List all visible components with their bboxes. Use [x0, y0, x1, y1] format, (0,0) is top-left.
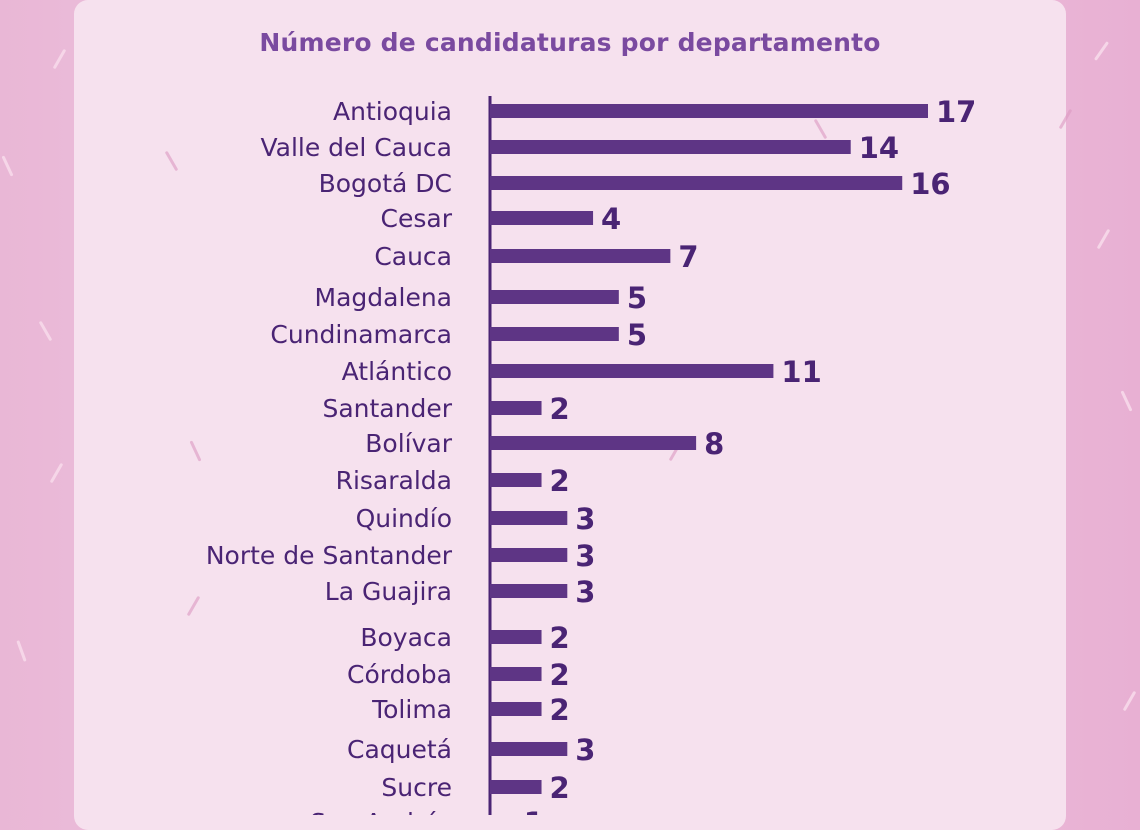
- category-label: Boyaca: [360, 623, 452, 652]
- category-label: Valle del Cauca: [260, 133, 452, 162]
- value-label: 1: [524, 806, 544, 815]
- category-label: Bogotá DC: [319, 169, 452, 198]
- bar: [490, 364, 774, 378]
- value-label: 4: [601, 202, 621, 236]
- bar: [490, 249, 671, 263]
- value-label: 11: [781, 355, 821, 389]
- category-label: Cundinamarca: [270, 320, 452, 349]
- bar: [490, 140, 851, 154]
- bar: [490, 104, 928, 118]
- value-label: 2: [550, 693, 570, 727]
- chart-card: Número de candidaturas por departamento: [74, 0, 1073, 830]
- value-label: 2: [550, 658, 570, 692]
- bar: [490, 630, 542, 644]
- category-label: Bolívar: [365, 429, 452, 458]
- category-label: Córdoba: [347, 660, 452, 689]
- chart-title: Número de candidaturas por departamento: [259, 28, 881, 57]
- value-label: 2: [550, 771, 570, 805]
- bar: [490, 473, 542, 487]
- category-label: Cauca: [374, 242, 452, 271]
- bar: [490, 584, 568, 598]
- bar: [490, 327, 619, 341]
- value-label: 17: [936, 95, 976, 129]
- category-label: San Andrés: [310, 808, 452, 815]
- value-label: 8: [704, 427, 724, 461]
- bar: [490, 780, 542, 794]
- bar: [490, 511, 568, 525]
- category-label: Antioquia: [333, 97, 452, 126]
- bar: [490, 290, 619, 304]
- category-label: Risaralda: [336, 466, 452, 495]
- bar: [490, 667, 542, 681]
- category-label: Magdalena: [315, 283, 452, 312]
- bar: [490, 436, 697, 450]
- category-label: Cesar: [381, 204, 453, 233]
- bar: [490, 176, 903, 190]
- value-label: 2: [550, 621, 570, 655]
- bar: [490, 401, 542, 415]
- bar: [490, 211, 594, 225]
- category-label: Caquetá: [347, 735, 452, 764]
- bar: [490, 548, 568, 562]
- category-label: Santander: [322, 394, 452, 423]
- category-label: Quindío: [356, 504, 452, 533]
- category-label: Norte de Santander: [206, 541, 453, 570]
- value-label: 3: [575, 539, 595, 573]
- category-label: Atlántico: [342, 357, 452, 386]
- category-label: Tolima: [371, 695, 452, 724]
- value-label: 14: [859, 131, 899, 165]
- value-label: 3: [575, 502, 595, 536]
- value-label: 5: [627, 281, 647, 315]
- category-label: Sucre: [381, 773, 452, 802]
- value-label: 7: [678, 240, 698, 274]
- bar: [490, 702, 542, 716]
- value-label: 3: [575, 733, 595, 767]
- value-label: 3: [575, 575, 595, 609]
- value-label: 16: [910, 167, 950, 201]
- value-label: 2: [550, 392, 570, 426]
- category-label: La Guajira: [325, 577, 452, 606]
- value-label: 2: [550, 464, 570, 498]
- value-label: 5: [627, 318, 647, 352]
- bar: [490, 742, 568, 756]
